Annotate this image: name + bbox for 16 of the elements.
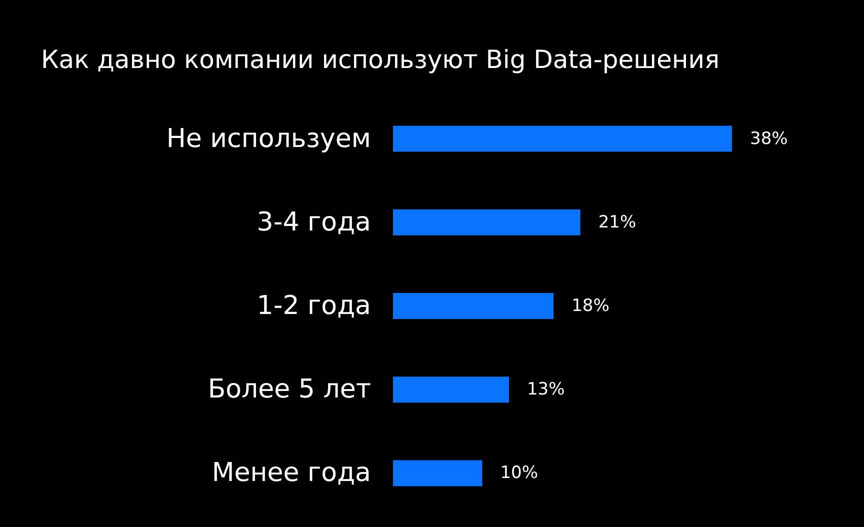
data-label: 10% [500,463,538,484]
bar [393,376,509,403]
chart-title: Как давно компании используют Big Data-решения [41,45,720,74]
y-tick-label: Более 5 лет [208,374,371,405]
bar [393,293,554,319]
y-tick-label: Менее года [212,458,371,488]
data-label: 21% [598,212,636,232]
data-label: 13% [526,380,565,400]
data-label: 38% [750,128,788,149]
bar [393,209,580,236]
y-tick-label: Не используем [166,124,371,154]
y-tick-label: 1-2 года [256,291,371,321]
bar [393,460,482,486]
y-tick-label: 3-4 года [256,207,371,238]
data-label: 18% [572,296,610,316]
bar [393,126,732,152]
